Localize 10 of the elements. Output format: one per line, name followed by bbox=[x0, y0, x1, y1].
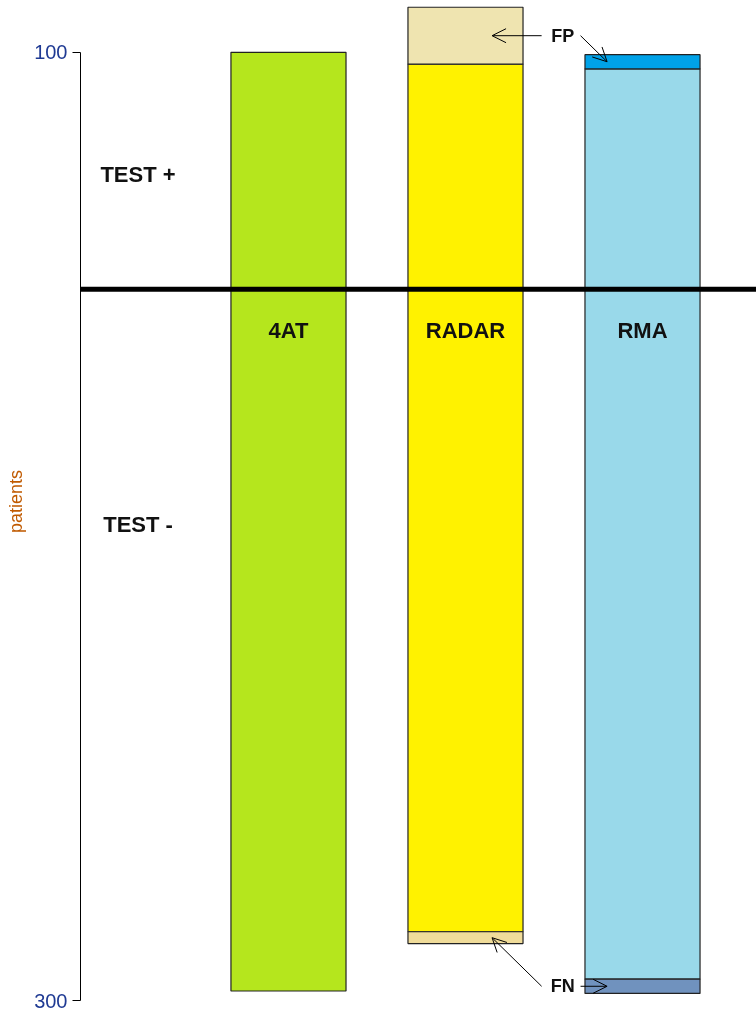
y-axis-title: patients bbox=[6, 469, 27, 534]
x-tick-label: RMA bbox=[617, 317, 668, 343]
x-tick-label: RADAR bbox=[425, 317, 506, 343]
y-tick-label: 300 bbox=[34, 989, 68, 1012]
annotation: FP bbox=[551, 25, 575, 46]
annotation: TEST + bbox=[100, 162, 176, 188]
annotation: FN bbox=[550, 976, 575, 997]
annotation: TEST - bbox=[103, 511, 173, 537]
x-tick-label: 4AT bbox=[268, 317, 310, 343]
y-tick-label: 100 bbox=[34, 41, 68, 64]
